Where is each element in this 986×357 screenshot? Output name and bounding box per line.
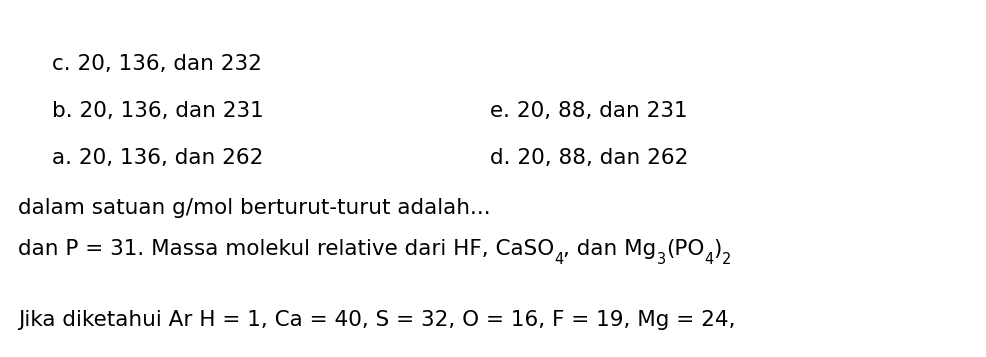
Text: d. 20, 88, dan 262: d. 20, 88, dan 262	[489, 148, 687, 168]
Text: Jika diketahui Ar H = 1, Ca = 40, S = 32, O = 16, F = 19, Mg = 24,: Jika diketahui Ar H = 1, Ca = 40, S = 32…	[18, 310, 735, 330]
Text: ): )	[713, 239, 721, 259]
Text: 4: 4	[554, 252, 563, 267]
Text: dan P = 31. Massa molekul relative dari HF, CaSO: dan P = 31. Massa molekul relative dari …	[18, 239, 554, 259]
Text: 2: 2	[721, 252, 731, 267]
Text: a. 20, 136, dan 262: a. 20, 136, dan 262	[52, 148, 263, 168]
Text: dalam satuan g/mol berturut-turut adalah...: dalam satuan g/mol berturut-turut adalah…	[18, 198, 490, 218]
Text: 4: 4	[704, 252, 713, 267]
Text: (PO: (PO	[666, 239, 704, 259]
Text: 3: 3	[656, 252, 666, 267]
Text: b. 20, 136, dan 231: b. 20, 136, dan 231	[52, 101, 263, 121]
Text: , dan Mg: , dan Mg	[563, 239, 656, 259]
Text: e. 20, 88, dan 231: e. 20, 88, dan 231	[489, 101, 687, 121]
Text: c. 20, 136, dan 232: c. 20, 136, dan 232	[52, 54, 261, 74]
